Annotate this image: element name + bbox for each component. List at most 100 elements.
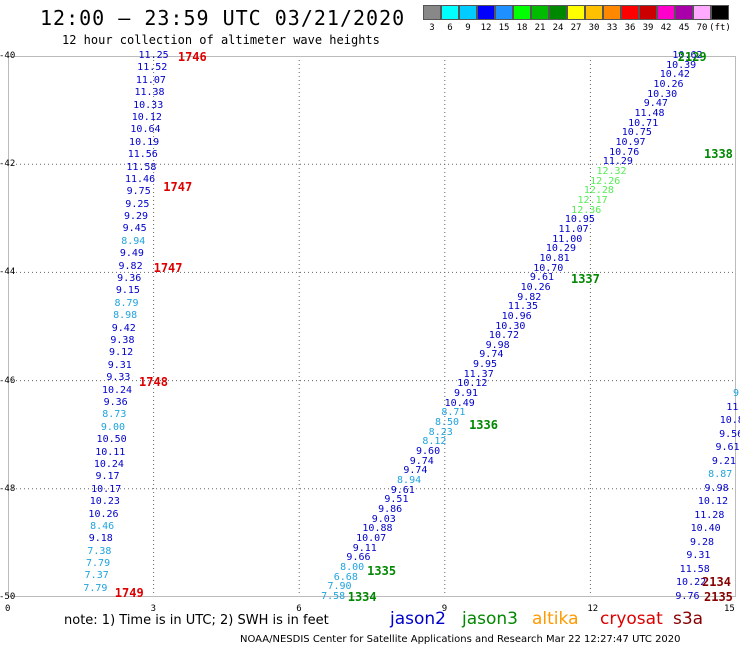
swh-label: 9.76 [675, 591, 700, 602]
swh-label: 7.58 [321, 591, 346, 602]
swh-label: 10.33 [133, 99, 164, 111]
color-scale-label: 18 [516, 23, 528, 33]
swh-label: 10.40 [690, 523, 721, 535]
swh-label: 9.47 [643, 98, 668, 110]
pass-number: 1749 [114, 585, 144, 600]
legend-cryosat: cryosat [600, 609, 663, 629]
swh-label: 7.38 [87, 545, 112, 557]
map-title: 12:00 – 23:59 UTC 03/21/2020 [40, 6, 406, 30]
swh-label: 9.0 [733, 388, 740, 400]
swh-label: 10.26 [88, 508, 119, 520]
swh-label: 10.95 [564, 214, 595, 226]
swh-label: 9.12 [109, 347, 134, 359]
map-grid [8, 56, 736, 597]
swh-label: 12.32 [596, 165, 627, 177]
swh-label: 9.61 [529, 272, 554, 284]
color-scale-label: 42 [660, 23, 672, 33]
swh-label: 10.26 [520, 281, 551, 293]
swh-label: 11.25 [138, 50, 169, 61]
swh-label: 9.17 [95, 471, 120, 483]
swh-label: 10.70 [533, 262, 564, 274]
swh-label: 10.24 [93, 458, 124, 470]
legend-jason3: jason3 [462, 609, 518, 629]
swh-label: 11.35 [507, 301, 539, 313]
swh-label: 10.07 [356, 533, 387, 545]
swh-label: 11.48 [634, 107, 665, 119]
swh-label: 9.61 [390, 484, 415, 496]
color-swatch [567, 5, 585, 20]
y-tick-label: -44 [0, 267, 16, 278]
color-swatch [441, 5, 459, 20]
color-swatch [693, 5, 711, 20]
swh-label: 8.98 [113, 310, 138, 322]
plot-frame [8, 56, 736, 597]
swh-label: 10.11 [95, 446, 126, 458]
swh-label: 10.88 [362, 523, 393, 535]
swh-label: 7.79 [86, 558, 111, 570]
color-scale-label: (ft) [709, 23, 731, 33]
swh-label: 11.2 [726, 401, 740, 413]
swh-label: 10.87 [719, 415, 740, 427]
swh-label: 11.46 [124, 173, 156, 185]
swh-label: 9.49 [119, 248, 144, 260]
x-tick-label: 9 [441, 604, 448, 614]
swh-label: 8.87 [708, 469, 733, 481]
swh-label: 7.37 [84, 570, 109, 582]
y-tick-label: -48 [0, 483, 16, 494]
pass-number: 1334 [347, 590, 377, 604]
swh-label: 10.22 [676, 577, 707, 589]
swh-label: 8.73 [102, 409, 127, 421]
color-swatch [459, 5, 477, 20]
swh-label: 9.36 [117, 273, 142, 285]
credit-line: NOAA/NESDIS Center for Satellite Applica… [240, 634, 681, 645]
x-tick-label: 6 [296, 604, 302, 614]
swh-label: 8.46 [90, 520, 115, 532]
swh-label: 7.90 [327, 581, 352, 593]
swh-label: 10.12 [131, 111, 162, 123]
pass-number: 1746 [177, 50, 207, 64]
swh-label: 9.42 [111, 322, 136, 334]
x-tick-label: 3 [150, 604, 157, 614]
swh-label: 9.51 [384, 494, 409, 506]
swh-label: 10.96 [501, 310, 532, 322]
swh-label: 10.24 [101, 384, 133, 396]
swh-label: 10.12 [457, 378, 488, 390]
swh-label: 10.23 [89, 496, 120, 508]
swh-label: 9.21 [711, 455, 736, 467]
swh-label: 10.97 [615, 136, 646, 148]
legend-jason2: jason2 [390, 609, 446, 629]
swh-label: 9.74 [409, 455, 434, 467]
swh-label: 10.12 [697, 496, 728, 508]
swh-label: 10.49 [444, 397, 475, 409]
color-scale-label: 6 [447, 23, 453, 33]
swh-label: 9.86 [378, 504, 403, 516]
swh-label: 9.11 [352, 542, 377, 554]
swh-label: 9.61 [715, 442, 740, 454]
color-scale-label: 21 [534, 23, 546, 33]
color-scale-label: 12 [480, 23, 492, 33]
pass-number: 2129 [677, 50, 707, 64]
swh-label: 11.37 [463, 368, 494, 380]
swh-label: 9.98 [704, 482, 729, 494]
pass-number: 1335 [367, 563, 397, 578]
swh-label: 9.36 [103, 396, 128, 408]
swh-label: 11.56 [127, 149, 158, 161]
swh-label: 9.38 [110, 335, 135, 347]
color-swatch [423, 5, 441, 20]
color-swatch [621, 5, 639, 20]
swh-label: 10.19 [129, 136, 160, 148]
swh-label: 10.64 [130, 124, 161, 136]
swh-label: 9.74 [403, 465, 428, 477]
color-swatch [495, 5, 513, 20]
color-swatch [711, 5, 729, 20]
color-scale-label: 36 [624, 23, 636, 33]
swh-label: 9.66 [346, 552, 371, 564]
swh-label: 10.29 [545, 243, 576, 255]
swh-label: 12.17 [577, 194, 608, 206]
swh-label: 10.30 [495, 320, 526, 332]
swh-label: 8.79 [114, 297, 139, 309]
y-tick-label: -42 [0, 159, 16, 170]
swh-label: 11.07 [558, 223, 589, 235]
swh-label: 10.81 [539, 252, 570, 264]
